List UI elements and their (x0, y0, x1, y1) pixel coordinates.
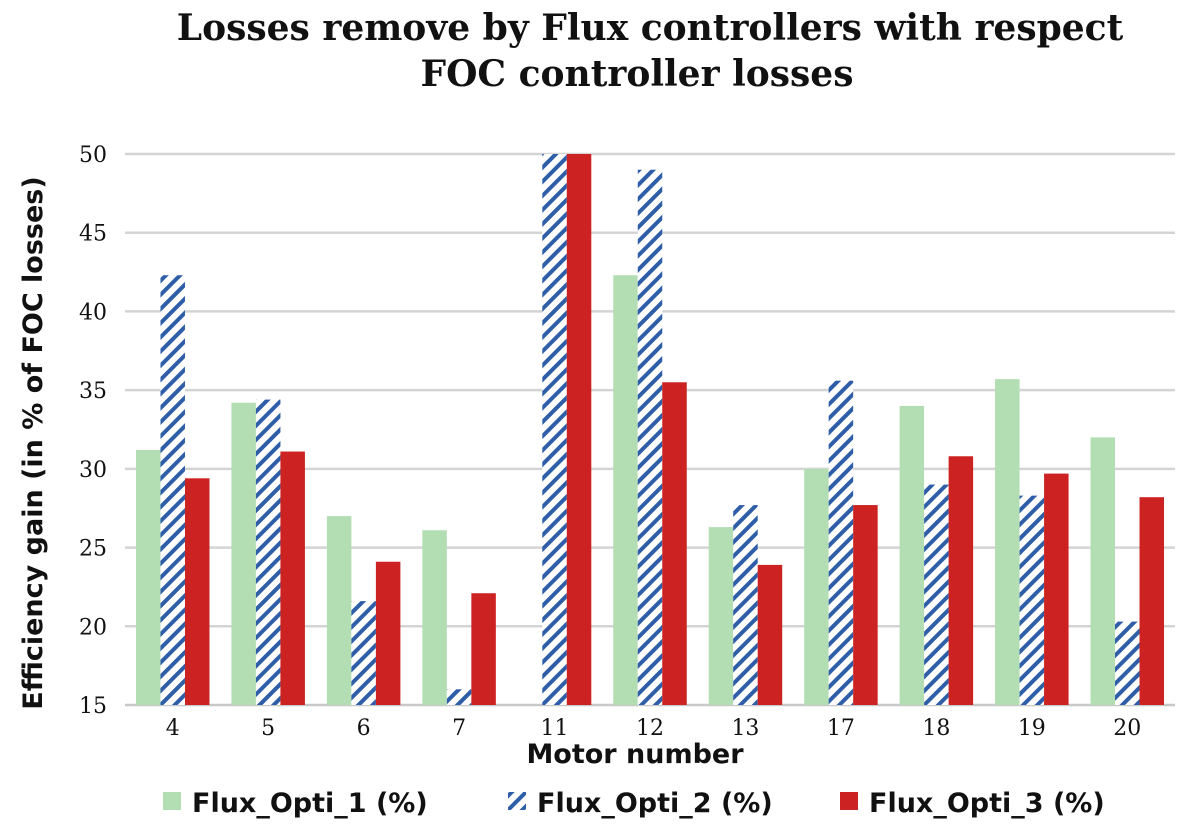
bar-motor-20-series-3 (1139, 497, 1165, 705)
bar-motor-19-series-2 (1019, 495, 1045, 705)
chart-title-line-2: FOC controller losses (421, 53, 854, 95)
legend-label: Flux_Opti_3 (%) (869, 788, 1105, 819)
legend-item-3: Flux_Opti_3 (%) (840, 788, 1105, 819)
bar-motor-13-series-3 (757, 564, 783, 705)
y-tick-label: 40 (79, 300, 107, 325)
bar-motor-11-series-3 (566, 154, 592, 705)
chart-title: Losses remove by Flux controllers with r… (177, 7, 1124, 95)
bar-motor-17-series-1 (804, 468, 829, 705)
bar-motor-19-series-1 (995, 379, 1020, 705)
bar-motor-13-series-1 (708, 527, 734, 705)
bar-motor-12-series-1 (613, 275, 638, 705)
y-axis-title: Efficiency gain (in % of FOC losses) (18, 176, 49, 709)
y-tick-label: 50 (79, 143, 107, 168)
bar-motor-20-series-1 (1090, 437, 1116, 705)
x-axis-ticks: 4 5 6 7 11 12 13 17 18 19 20 (166, 716, 1142, 741)
bar-motor-4-series-3 (184, 478, 210, 705)
x-tick-label: 5 (261, 716, 275, 741)
bar-motor-6-series-1 (326, 516, 352, 705)
bar-motor-20-series-2 (1115, 621, 1140, 705)
bar-motor-11-series-2 (542, 154, 567, 705)
bar-motor-12-series-2 (637, 169, 663, 706)
x-tick-label: 17 (827, 716, 855, 741)
legend-item-2: Flux_Opti_2 (%) (508, 788, 773, 819)
bar-motor-18-series-2 (924, 484, 949, 705)
bar-motor-5-series-3 (280, 451, 305, 705)
legend-swatch (840, 792, 858, 810)
bar-motor-4-series-2 (160, 275, 185, 705)
x-tick-label: 13 (731, 716, 759, 741)
x-tick-label: 12 (636, 716, 664, 741)
legend-label: Flux_Opti_2 (%) (537, 788, 773, 819)
y-tick-label: 25 (79, 537, 107, 562)
bar-motor-19-series-3 (1044, 473, 1069, 705)
legend-swatch (508, 792, 526, 810)
bar-motor-5-series-2 (255, 399, 281, 705)
bar-motor-13-series-2 (733, 505, 758, 705)
bar-motor-18-series-1 (899, 405, 925, 705)
y-tick-label: 35 (79, 379, 107, 404)
legend-label: Flux_Opti_1 (%) (192, 788, 428, 819)
x-tick-label: 20 (1113, 716, 1141, 741)
bars (135, 154, 1165, 706)
y-tick-label: 20 (79, 615, 107, 640)
y-tick-label: 15 (79, 694, 107, 719)
bar-motor-18-series-3 (948, 456, 974, 705)
bar-motor-12-series-3 (662, 382, 687, 705)
bar-motor-7-series-3 (471, 593, 496, 705)
x-tick-label: 7 (452, 716, 466, 741)
bar-motor-7-series-2 (446, 689, 472, 705)
y-axis-ticks: 15 20 25 30 35 40 45 50 (79, 143, 107, 719)
bar-motor-6-series-2 (351, 601, 376, 705)
bar-motor-7-series-1 (422, 530, 447, 705)
x-tick-label: 4 (166, 716, 180, 741)
bar-motor-6-series-3 (375, 561, 401, 705)
chart-title-line-1: Losses remove by Flux controllers with r… (177, 7, 1124, 49)
bar-motor-5-series-1 (231, 402, 256, 705)
legend-swatch (163, 792, 181, 810)
legend-item-1: Flux_Opti_1 (%) (163, 788, 428, 819)
bar-motor-4-series-1 (135, 449, 161, 705)
x-tick-label: 19 (1018, 716, 1046, 741)
x-tick-label: 6 (357, 716, 371, 741)
y-tick-label: 45 (79, 222, 107, 247)
x-tick-label: 11 (541, 716, 569, 741)
y-tick-label: 30 (79, 458, 107, 483)
bar-motor-17-series-3 (853, 505, 878, 705)
legend: Flux_Opti_1 (%) Flux_Opti_2 (%) Flux_Opti_… (163, 788, 1105, 819)
x-axis-title: Motor number (526, 739, 744, 770)
x-tick-label: 18 (922, 716, 950, 741)
bar-motor-17-series-2 (828, 380, 854, 705)
